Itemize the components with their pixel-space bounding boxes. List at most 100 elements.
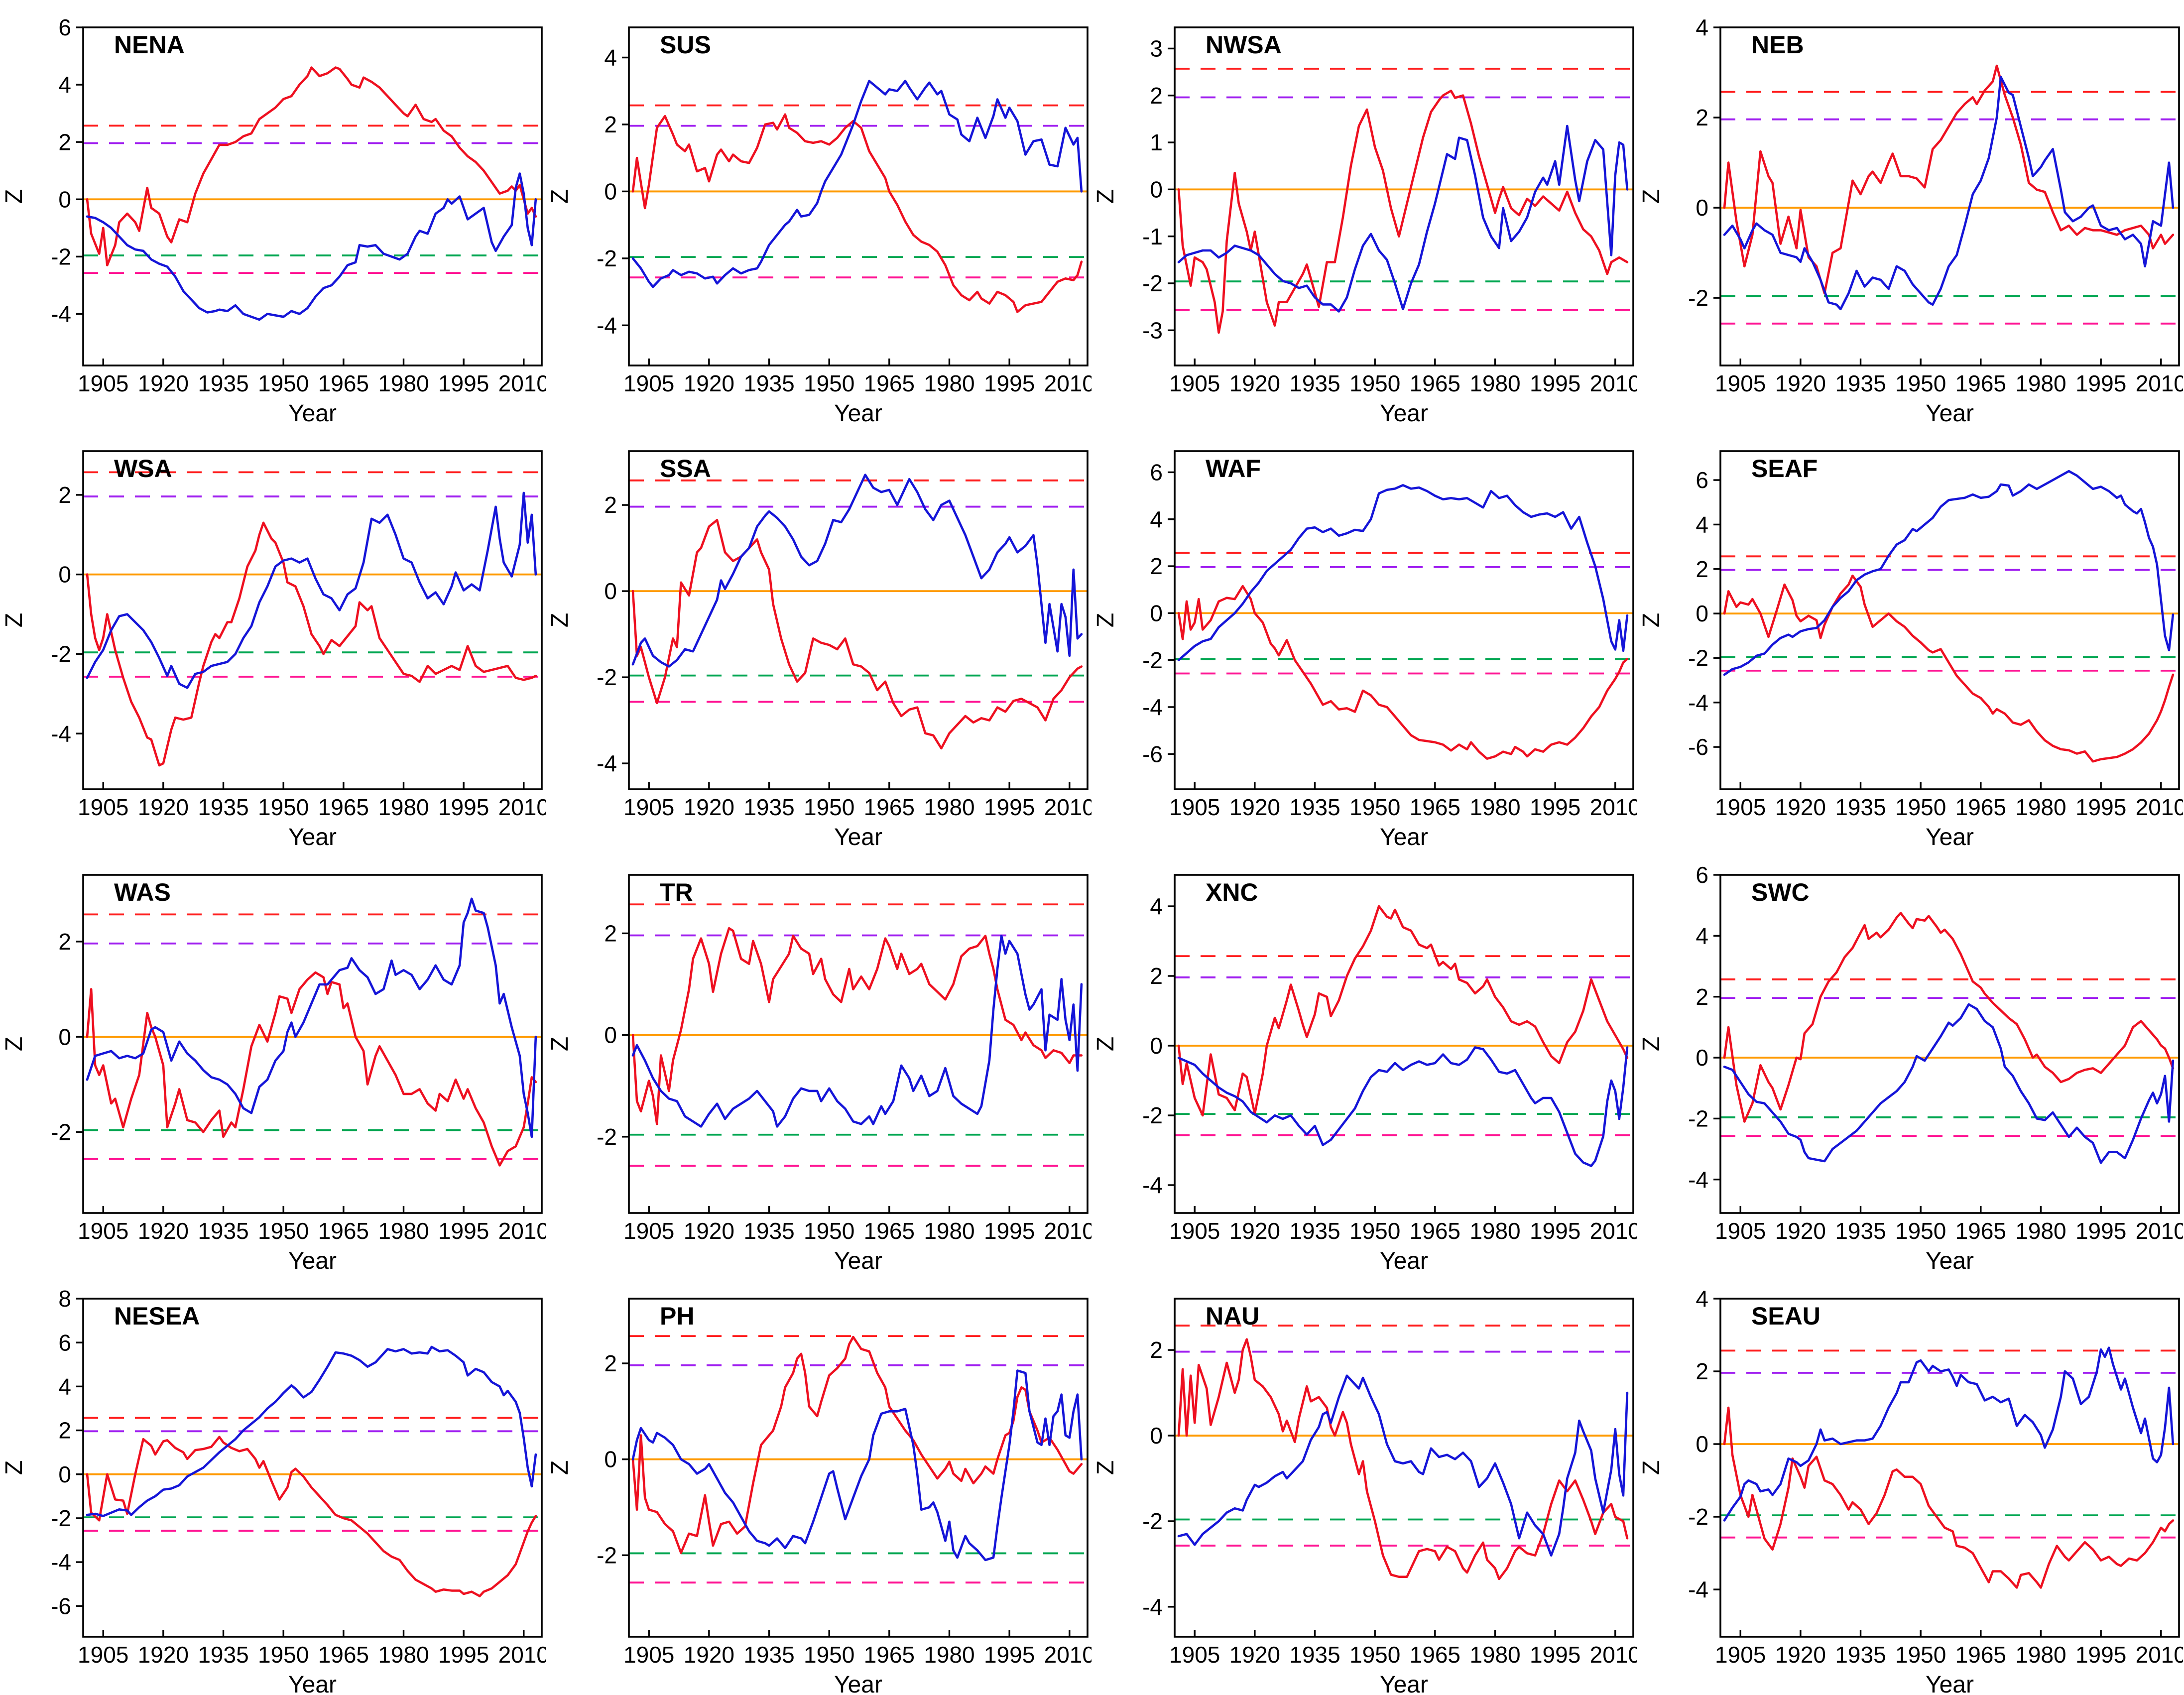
red-series-line — [1723, 574, 2175, 763]
panel-title: NAU — [1206, 1302, 1259, 1330]
chart-TR: 2 0 -2 1905 1920 1935 1950 1965 1980 1995 2010 TR Z Y… — [546, 848, 1092, 1271]
x-tick-label: 1980 — [2015, 370, 2066, 396]
plot-frame — [82, 874, 543, 1214]
panel-NAU: 2 0 -2 -4 1905 1920 1935 1950 1965 1980 1995 2010 NA… — [1092, 1271, 1637, 1695]
y-tick-label: 6 — [1696, 862, 1708, 888]
red-series-line — [86, 521, 537, 767]
red-series-line — [631, 1335, 1083, 1554]
y-tick-label: -4 — [597, 750, 617, 776]
y-axis-label: Z — [1638, 1460, 1665, 1475]
x-axis-label: Year — [834, 1672, 882, 1695]
panel-title: NWSA — [1206, 31, 1282, 59]
y-tick-label: -2 — [1142, 1508, 1163, 1534]
y-tick-label: 0 — [1696, 1431, 1708, 1457]
y-tick-label: -4 — [1688, 1167, 1708, 1193]
y-tick-label: 2 — [604, 112, 617, 137]
x-tick-label: 1905 — [623, 1218, 674, 1244]
y-tick-label: -2 — [51, 243, 71, 269]
panel-background — [0, 848, 546, 1271]
x-tick-label: 1980 — [1469, 370, 1520, 396]
x-tick-label: 1905 — [1169, 1218, 1220, 1244]
blue-series-line — [631, 1369, 1083, 1562]
x-tick-label: 1935 — [1835, 370, 1886, 396]
red-series-line — [631, 927, 1083, 1125]
x-tick-label: 1935 — [1835, 1642, 1886, 1668]
y-tick-label: 0 — [58, 1461, 71, 1487]
y-tick-label: 6 — [1696, 467, 1708, 493]
chart-NWSA: 3 2 1 0 -1 -2 -3 1905 1920 1935 1950 1965 1980 1995 20… — [1092, 0, 1637, 424]
red-series-line — [1723, 1406, 2175, 1589]
x-tick-label: 1995 — [2075, 370, 2126, 396]
x-tick-label: 1965 — [864, 794, 915, 820]
blue-series-line — [1177, 1046, 1629, 1167]
red-series-line — [86, 971, 537, 1167]
y-tick-label: 0 — [604, 1447, 617, 1472]
chart-WAS: 2 0 -2 1905 1920 1935 1950 1965 1980 1995 2010 WAS Z… — [0, 848, 546, 1271]
x-tick-label: 1965 — [318, 1642, 369, 1668]
x-tick-label: 1965 — [318, 1218, 369, 1244]
y-tick-label: -2 — [1688, 1105, 1708, 1131]
x-tick-label: 1935 — [198, 1218, 248, 1244]
plot-frame — [628, 450, 1089, 790]
y-axis-label: Z — [1, 189, 27, 204]
red-series-line — [86, 66, 537, 266]
x-tick-label: 1905 — [1715, 1218, 1766, 1244]
blue-series-line — [1723, 1346, 2175, 1522]
x-tick-label: 1995 — [2075, 1642, 2126, 1668]
y-tick-label: 0 — [604, 179, 617, 205]
panel-background — [1092, 1271, 1637, 1695]
x-axis-label: Year — [834, 824, 882, 848]
x-tick-label: 1995 — [984, 1218, 1035, 1244]
blue-series-line — [1723, 470, 2175, 676]
blue-series-line — [86, 172, 537, 321]
x-tick-label: 1980 — [1469, 1218, 1520, 1244]
panel-SUS: 4 2 0 -2 -4 1905 1920 1935 1950 1965 1980 1995 2010 S… — [546, 0, 1092, 424]
x-tick-label: 1950 — [258, 370, 309, 396]
x-tick-label: 2010 — [1044, 1642, 1092, 1668]
panel-NESEA: 8 6 4 2 0 -2 -4 -6 1905 1920 1935 1950 1965 1980 1995 2… — [0, 1271, 546, 1695]
x-tick-label: 1980 — [378, 1218, 429, 1244]
plot-frame — [1719, 874, 2180, 1214]
y-tick-label: 6 — [58, 14, 71, 40]
x-tick-label: 1965 — [864, 370, 915, 396]
x-tick-label: 1935 — [743, 370, 794, 396]
y-tick-label: 4 — [1696, 1286, 1708, 1312]
plot-frame — [82, 1298, 543, 1638]
y-tick-label: 2 — [604, 921, 617, 947]
x-axis-label: Year — [288, 1672, 337, 1695]
x-tick-label: 1995 — [438, 1642, 489, 1668]
x-tick-label: 2010 — [1590, 1642, 1637, 1668]
blue-series-line — [86, 1345, 537, 1517]
y-tick-label: 2 — [1150, 83, 1163, 109]
chart-NESEA: 8 6 4 2 0 -2 -4 -6 1905 1920 1935 1950 1965 1980 1995 2… — [0, 1271, 546, 1695]
y-axis-label: Z — [547, 189, 573, 204]
y-tick-label: 2 — [1696, 984, 1708, 1010]
x-axis-label: Year — [1380, 400, 1428, 424]
x-tick-label: 1995 — [438, 370, 489, 396]
panel-XNC: 4 2 0 -2 -4 1905 1920 1935 1950 1965 1980 1995 2010 X… — [1092, 848, 1637, 1271]
panel-background — [0, 0, 546, 424]
y-tick-label: -2 — [597, 1542, 617, 1568]
y-tick-label: -2 — [51, 641, 71, 667]
blue-series-line — [631, 935, 1083, 1128]
panel-WAS: 2 0 -2 1905 1920 1935 1950 1965 1980 1995 2010 WAS Z… — [0, 848, 546, 1271]
x-tick-label: 1950 — [1349, 1642, 1400, 1668]
panel-NWSA: 3 2 1 0 -1 -2 -3 1905 1920 1935 1950 1965 1980 1995 20… — [1092, 0, 1637, 424]
x-tick-label: 1935 — [743, 1642, 794, 1668]
panel-NENA: 6 4 2 0 -2 -4 1905 1920 1935 1950 1965 1980 1995 2010… — [0, 0, 546, 424]
y-axis-label: Z — [1, 613, 27, 627]
y-tick-label: 3 — [1150, 36, 1163, 62]
x-tick-label: 2010 — [1044, 370, 1092, 396]
y-tick-label: 0 — [1696, 195, 1708, 221]
x-tick-label: 1995 — [984, 794, 1035, 820]
x-tick-label: 1935 — [743, 794, 794, 820]
x-tick-label: 1965 — [864, 1218, 915, 1244]
y-tick-label: -4 — [1688, 1576, 1708, 1602]
y-tick-label: 4 — [604, 45, 617, 71]
y-axis-label: Z — [1092, 1460, 1119, 1475]
x-tick-label: 1980 — [378, 370, 429, 396]
x-tick-label: 1950 — [1895, 1218, 1946, 1244]
x-axis-label: Year — [288, 400, 337, 424]
x-tick-label: 1965 — [318, 794, 369, 820]
